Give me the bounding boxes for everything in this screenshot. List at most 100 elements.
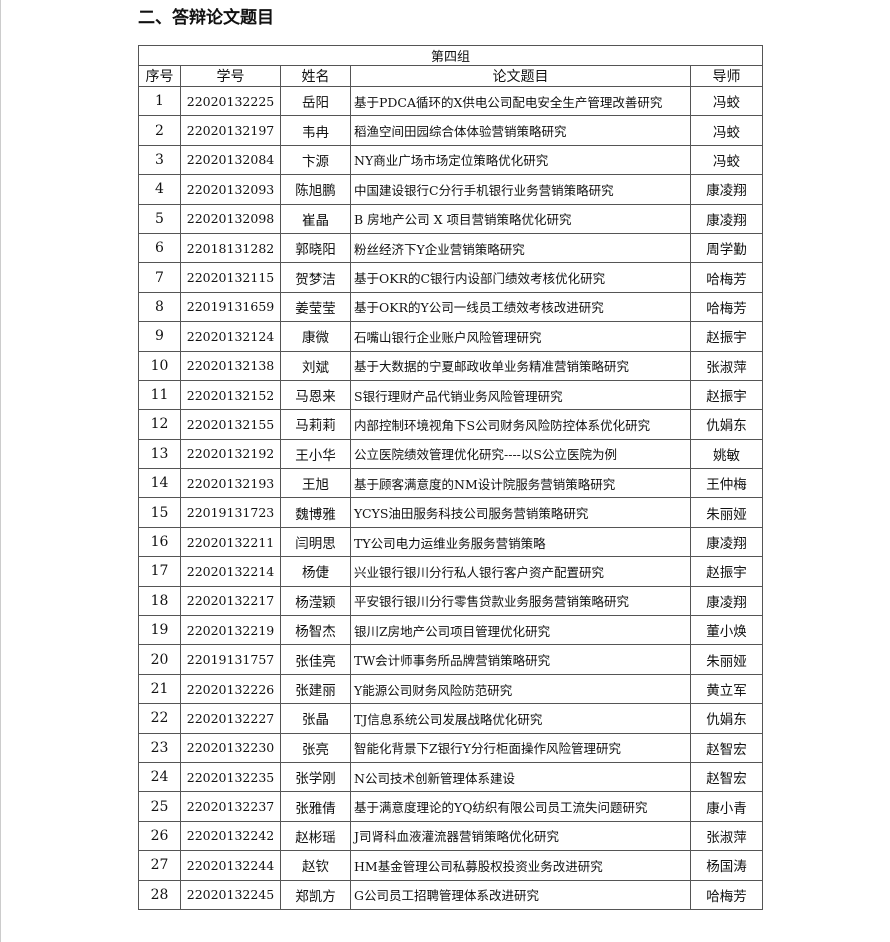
cell-thesis-title: HM基金管理公司私募股权投资业务改进研究 [350, 850, 691, 881]
cell-student-id: 22020132244 [180, 850, 281, 881]
cell-name: 张雅倩 [280, 791, 351, 822]
table-row: 18 22020132217 杨滢颖 平安银行银川分行零售贷款业务服务营销策略研究 康凌… [138, 585, 764, 617]
cell-advisor: 仇娟东 [689, 703, 764, 734]
cell-advisor: 黄立军 [689, 673, 764, 705]
cell-name: 张建丽 [280, 673, 351, 705]
cell-student-id: 22019131659 [180, 291, 281, 323]
cell-name: 郑凯方 [280, 879, 351, 910]
cell-student-id: 22020132152 [180, 379, 281, 411]
cell-student-id: 22020132219 [180, 615, 281, 646]
cell-student-id: 22020132237 [180, 791, 281, 822]
table-row: 15 22019131723 魏博雅 YCYS油田服务科技公司服务营销策略研究 朱丽娅 [138, 497, 764, 528]
cell-thesis-title: 银川Z房地产公司项目管理优化研究 [350, 615, 691, 646]
cell-index: 10 [138, 350, 181, 381]
cell-thesis-title: G公司员工招聘管理体系改进研究 [350, 879, 691, 910]
cell-index: 5 [138, 203, 181, 234]
cell-name: 张佳亮 [280, 644, 351, 675]
cell-advisor: 杨国涛 [689, 850, 764, 881]
cell-name: 王小华 [280, 438, 351, 470]
cell-index: 26 [138, 820, 181, 852]
cell-name: 张晶 [280, 703, 351, 734]
cell-index: 17 [138, 556, 181, 587]
cell-index: 21 [138, 673, 181, 705]
cell-name: 闫明思 [280, 526, 351, 558]
cell-advisor: 朱丽娅 [689, 497, 764, 528]
cell-index: 16 [138, 526, 181, 558]
cell-student-id: 22020132211 [180, 526, 281, 558]
cell-name: 马莉莉 [280, 409, 351, 440]
cell-thesis-title: 石嘴山银行企业账户风险管理研究 [350, 321, 691, 352]
thesis-table: 第四组 序号 学号 姓名 论文题目 导师 1 22020132225 岳阳 基于PDC… [137, 45, 764, 910]
cell-advisor: 康小青 [689, 791, 764, 822]
cell-student-id: 22020132193 [180, 468, 281, 499]
cell-name: 王旭 [280, 468, 351, 499]
cell-advisor: 赵智宏 [689, 761, 764, 793]
cell-advisor: 姚敏 [689, 438, 764, 470]
table-row: 11 22020132152 马恩来 S银行理财产品代销业务风险管理研究 赵振宇 [138, 379, 764, 411]
cell-student-id: 22020132084 [180, 144, 281, 176]
cell-student-id: 22020132115 [180, 262, 281, 293]
cell-advisor: 哈梅芳 [689, 262, 764, 293]
cell-thesis-title: NY商业广场市场定位策略优化研究 [350, 144, 691, 176]
table-row: 28 22020132245 郑凯方 G公司员工招聘管理体系改进研究 哈梅芳 [138, 879, 764, 910]
column-header-thesis-title: 论文题目 [350, 65, 691, 87]
cell-student-id: 22019131723 [180, 497, 281, 528]
cell-index: 28 [138, 879, 181, 910]
cell-student-id: 22019131757 [180, 644, 281, 675]
cell-name: 赵钦 [280, 850, 351, 881]
cell-advisor: 康凌翔 [689, 203, 764, 234]
cell-advisor: 哈梅芳 [689, 291, 764, 323]
cell-index: 6 [138, 232, 181, 264]
cell-thesis-title: 平安银行银川分行零售贷款业务服务营销策略研究 [350, 585, 691, 617]
cell-name: 韦冉 [280, 115, 351, 146]
cell-thesis-title: 基于PDCA循环的X供电公司配电安全生产管理改善研究 [350, 85, 691, 117]
cell-student-id: 22020132242 [180, 820, 281, 852]
cell-index: 24 [138, 761, 181, 793]
cell-advisor: 仇娟东 [689, 409, 764, 440]
cell-name: 魏博雅 [280, 497, 351, 528]
cell-advisor: 赵振宇 [689, 321, 764, 352]
table-row: 12 22020132155 马莉莉 内部控制环境视角下S公司财务风险防控体系优化研究… [138, 409, 764, 440]
cell-advisor: 康凌翔 [689, 174, 764, 205]
cell-thesis-title: 兴业银行银川分行私人银行客户资产配置研究 [350, 556, 691, 587]
cell-name: 姜莹莹 [280, 291, 351, 323]
cell-index: 8 [138, 291, 181, 323]
table-row: 26 22020132242 赵彬瑶 J司肾科血液灌流器营销策略优化研究 张淑萍 [138, 820, 764, 852]
cell-index: 23 [138, 732, 181, 763]
cell-advisor: 赵振宇 [689, 379, 764, 411]
cell-name: 杨智杰 [280, 615, 351, 646]
column-header-index: 序号 [138, 65, 181, 87]
cell-thesis-title: J司肾科血液灌流器营销策略优化研究 [350, 820, 691, 852]
table-row: 6 22018131282 郭晓阳 粉丝经济下Y企业营销策略研究 周学勤 [138, 232, 764, 264]
group-title: 第四组 [137, 45, 764, 66]
table-row: 22 22020132227 张晶 TJ信息系统公司发展战略优化研究 仇娟东 [138, 703, 764, 734]
cell-advisor: 王仲梅 [689, 468, 764, 499]
cell-thesis-title: 稻渔空间田园综合体体验营销策略研究 [350, 115, 691, 146]
cell-index: 20 [138, 644, 181, 675]
cell-student-id: 22020132192 [180, 438, 281, 470]
cell-index: 3 [138, 144, 181, 176]
cell-thesis-title: TW会计师事务所品牌营销策略研究 [350, 644, 691, 675]
cell-student-id: 22020132124 [180, 321, 281, 352]
cell-thesis-title: 中国建设银行C分行手机银行业务营销策略研究 [350, 174, 691, 205]
cell-advisor: 朱丽娅 [689, 644, 764, 675]
table-row: 5 22020132098 崔晶 B 房地产公司 X 项目营销策略优化研究 康凌翔 [138, 203, 764, 234]
cell-student-id: 22020132225 [180, 85, 281, 117]
cell-index: 1 [138, 85, 181, 117]
cell-thesis-title: TY公司电力运维业务服务营销策略 [350, 526, 691, 558]
cell-index: 7 [138, 262, 181, 293]
cell-index: 13 [138, 438, 181, 470]
cell-thesis-title: 公立医院绩效管理优化研究----以S公立医院为例 [350, 438, 691, 470]
table-row: 25 22020132237 张雅倩 基于满意度理论的YQ纺织有限公司员工流失问题研究… [138, 791, 764, 822]
table-row: 14 22020132193 王旭 基于顾客满意度的NM设计院服务营销策略研究 王仲梅 [138, 468, 764, 499]
cell-thesis-title: 基于OKR的C银行内设部门绩效考核优化研究 [350, 262, 691, 293]
cell-name: 崔晶 [280, 203, 351, 234]
cell-thesis-title: Y能源公司财务风险防范研究 [350, 673, 691, 705]
cell-student-id: 22020132197 [180, 115, 281, 146]
cell-advisor: 康凌翔 [689, 585, 764, 617]
cell-advisor: 冯蛟 [689, 144, 764, 176]
cell-advisor: 赵智宏 [689, 732, 764, 763]
cell-name: 赵彬瑶 [280, 820, 351, 852]
cell-index: 19 [138, 615, 181, 646]
cell-index: 14 [138, 468, 181, 499]
